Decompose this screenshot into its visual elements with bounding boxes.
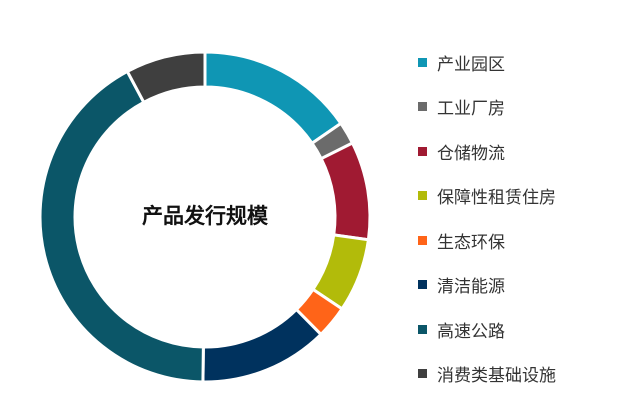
legend-label: 清洁能源 [437, 277, 505, 298]
legend-label: 产业园区 [437, 54, 505, 75]
legend-item: 生态环保 [418, 218, 556, 263]
legend-swatch [418, 369, 427, 379]
legend-swatch [418, 102, 427, 112]
donut-slice-8 [125, 50, 207, 105]
legend-label: 高速公路 [437, 321, 505, 342]
legend-item: 清洁能源 [418, 263, 556, 308]
legend-item: 消费类基础设施 [418, 352, 556, 397]
chart-title: 产品发行规模 [142, 204, 268, 228]
legend-swatch [418, 146, 427, 156]
donut-slice-6 [201, 307, 324, 384]
legend-swatch [418, 280, 427, 290]
legend-item: 工业厂房 [418, 85, 556, 130]
legend-label: 生态环保 [437, 232, 505, 253]
legend-swatch [418, 191, 427, 201]
legend-item: 仓储物流 [418, 129, 556, 174]
legend: 产业园区工业厂房仓储物流保障性租赁住房 生态环保清洁能源高速公路消费类基础设施 [418, 40, 556, 396]
donut-slice-1 [203, 50, 343, 146]
legend-label: 工业厂房 [437, 99, 505, 120]
legend-label: 消费类基础设施 [437, 366, 556, 387]
legend-swatch [418, 235, 427, 245]
legend-swatch [418, 57, 427, 67]
legend-item: 高速公路 [418, 307, 556, 352]
donut-slice-3 [319, 141, 372, 242]
legend-label: 保障性租赁住房 [437, 188, 556, 209]
legend-label: 仓储物流 [437, 143, 505, 164]
legend-item: 产业园区 [418, 40, 556, 85]
legend-item: 保障性租赁住房 [418, 174, 556, 219]
legend-swatch [418, 324, 427, 334]
